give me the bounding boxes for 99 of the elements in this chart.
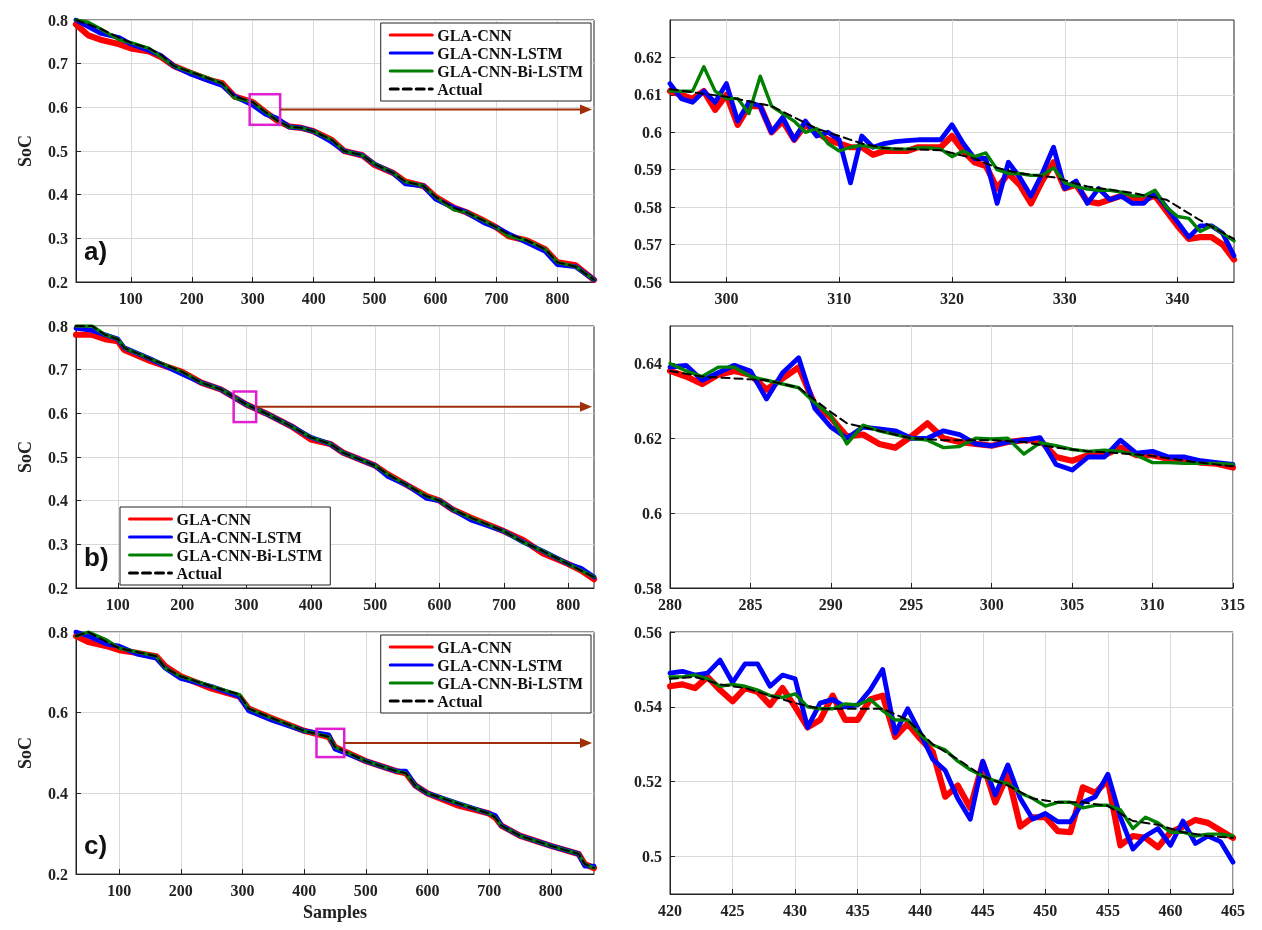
y-tick-label: 0.4 (48, 492, 68, 510)
x-tick-label: 300 (234, 595, 259, 613)
y-tick-label: 0.2 (48, 273, 68, 291)
y-tick-label: 0.58 (634, 198, 662, 216)
x-tick-label: 465 (1221, 901, 1245, 919)
y-tick-label: 0.59 (634, 161, 662, 179)
x-tick-label: 435 (845, 901, 870, 919)
x-tick-label: 340 (1165, 289, 1190, 307)
annotation: b) (84, 542, 109, 572)
legend-label: GLA-CNN-Bi-LSTM (437, 674, 583, 692)
y-tick-label: 0.64 (634, 354, 662, 372)
legend-label: GLA-CNN (437, 26, 513, 44)
y-tick-label: 0.2 (48, 865, 68, 883)
x-tick-label: 295 (899, 595, 924, 613)
legend-label: Actual (437, 80, 484, 98)
y-tick-label: 0.57 (634, 236, 662, 254)
y-axis-title: SoC (15, 737, 35, 770)
x-tick-label: 310 (827, 289, 852, 307)
x-tick-label: 400 (301, 289, 326, 307)
x-tick-label: 300 (714, 289, 739, 307)
x-tick-label: 200 (168, 881, 193, 899)
x-tick-label: 305 (1060, 595, 1085, 613)
legend-label: GLA-CNN (176, 510, 252, 528)
y-tick-label: 0.56 (634, 273, 662, 291)
x-tick-label: 300 (979, 595, 1004, 613)
x-tick-label: 310 (1140, 595, 1165, 613)
y-tick-label: 0.7 (48, 55, 68, 73)
legend-label: GLA-CNN-Bi-LSTM (437, 62, 583, 80)
y-tick-label: 0.61 (634, 86, 662, 104)
x-tick-label: 600 (415, 881, 440, 899)
y-axis-title: SoC (15, 134, 35, 168)
x-tick-label: 280 (658, 595, 682, 613)
x-tick-label: 315 (1221, 595, 1245, 613)
x-tick-label: 600 (427, 595, 452, 613)
x-tick-label: 500 (353, 881, 378, 899)
annotation: a) (84, 236, 108, 266)
y-tick-label: 0.56 (634, 623, 662, 641)
x-tick-label: 425 (720, 901, 745, 919)
x-tick-label: 200 (179, 289, 204, 307)
y-tick-label: 0.54 (634, 698, 662, 716)
x-tick-label: 450 (1033, 901, 1058, 919)
x-tick-label: 700 (484, 289, 509, 307)
x-tick-label: 800 (545, 289, 570, 307)
y-tick-label: 0.4 (48, 784, 68, 802)
y-tick-label: 0.8 (48, 623, 68, 641)
x-tick-label: 290 (818, 595, 843, 613)
y-tick-label: 0.3 (48, 535, 68, 553)
x-tick-label: 600 (423, 289, 448, 307)
x-tick-label: 285 (738, 595, 763, 613)
legend-label: GLA-CNN (437, 638, 513, 656)
x-tick-label: 430 (783, 901, 808, 919)
y-tick-label: 0.6 (642, 504, 662, 522)
y-tick-label: 0.6 (48, 704, 68, 722)
x-tick-label: 455 (1095, 901, 1120, 919)
x-tick-label: 420 (658, 901, 682, 919)
x-tick-label: 700 (477, 881, 502, 899)
y-tick-label: 0.3 (48, 229, 68, 247)
x-tick-label: 300 (230, 881, 255, 899)
x-tick-label: 440 (908, 901, 933, 919)
legend-label: GLA-CNN-Bi-LSTM (176, 546, 323, 564)
y-tick-label: 0.4 (48, 186, 68, 204)
x-tick-label: 700 (491, 595, 516, 613)
y-tick-label: 0.6 (48, 404, 68, 422)
legend-label: Actual (437, 692, 484, 710)
y-tick-label: 0.5 (48, 448, 68, 466)
annotation: c) (84, 830, 108, 860)
legend-label: GLA-CNN-LSTM (437, 44, 563, 62)
y-tick-label: 0.52 (634, 773, 662, 791)
y-tick-label: 0.8 (48, 317, 68, 335)
x-axis-title: Samples (302, 902, 368, 922)
legend-label: Actual (176, 564, 223, 582)
y-axis-title: SoC (15, 440, 35, 474)
x-tick-label: 500 (362, 289, 387, 307)
x-tick-label: 330 (1052, 289, 1077, 307)
x-tick-label: 320 (940, 289, 964, 307)
y-tick-label: 0.6 (48, 98, 68, 116)
x-tick-label: 800 (556, 595, 581, 613)
x-tick-label: 200 (170, 595, 195, 613)
y-tick-label: 0.62 (634, 429, 662, 447)
legend-label: GLA-CNN-LSTM (176, 528, 302, 546)
y-tick-label: 0.5 (642, 848, 662, 866)
x-tick-label: 100 (107, 881, 132, 899)
x-tick-label: 445 (970, 901, 995, 919)
x-tick-label: 460 (1158, 901, 1183, 919)
y-tick-label: 0.58 (634, 579, 662, 597)
x-tick-label: 500 (363, 595, 388, 613)
x-tick-label: 100 (105, 595, 130, 613)
y-tick-label: 0.7 (48, 361, 68, 379)
y-tick-label: 0.6 (642, 123, 662, 141)
y-tick-label: 0.62 (634, 48, 662, 66)
y-tick-label: 0.2 (48, 579, 68, 597)
x-tick-label: 800 (538, 881, 563, 899)
x-tick-label: 400 (292, 881, 317, 899)
y-tick-label: 0.8 (48, 11, 68, 29)
x-tick-label: 400 (298, 595, 323, 613)
x-tick-label: 300 (240, 289, 265, 307)
x-tick-label: 100 (118, 289, 143, 307)
y-tick-label: 0.5 (48, 142, 68, 160)
legend-label: GLA-CNN-LSTM (437, 656, 563, 674)
